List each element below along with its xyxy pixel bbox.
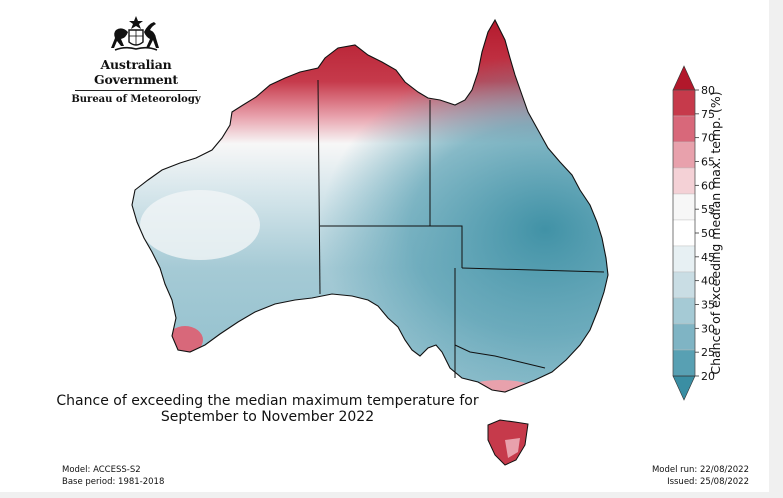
- colorbar-tick-label: 50: [701, 227, 715, 240]
- colorbar-tick-label: 30: [701, 322, 715, 335]
- map-title-line1: Chance of exceeding the median maximum t…: [56, 393, 479, 409]
- footer-right: Model run: 22/08/2022 Issued: 25/08/2022: [652, 464, 749, 488]
- logo-divider: [75, 90, 197, 91]
- colorbar-tick-label: 65: [701, 156, 715, 169]
- colorbar: 80 75 70 65 60 55 50 45 40 35 30 25 20: [672, 65, 715, 401]
- colorbar-segment: [672, 115, 696, 143]
- colorbar-segment: [672, 167, 696, 195]
- colorbar-segment: [672, 89, 696, 117]
- colorbar-segment: [672, 245, 696, 273]
- coat-of-arms-icon: [111, 16, 159, 51]
- colorbar-segment: [672, 141, 696, 169]
- base-period: Base period: 1981-2018: [62, 477, 165, 487]
- colorbar-tick-label: 25: [701, 346, 715, 359]
- colorbar-extend-top: [672, 65, 696, 91]
- colorbar-tick-label: 55: [701, 203, 715, 216]
- colorbar-tick-label: 35: [701, 299, 715, 312]
- footer-left: Model: ACCESS-S2 Base period: 1981-2018: [62, 464, 164, 488]
- colorbar-label: Chance of exceeding median max. temp. (%…: [708, 91, 723, 375]
- agency-name: Bureau of Meteorology: [71, 94, 201, 105]
- colorbar-segment: [672, 349, 696, 377]
- colorbar-segment: [672, 271, 696, 299]
- colorbar-segment: [672, 297, 696, 325]
- colorbar-tick-label: 40: [701, 275, 715, 288]
- issued-date: Issued: 25/08/2022: [667, 477, 749, 487]
- colorbar-segment: [672, 323, 696, 351]
- colorbar-tick-label: 75: [701, 108, 715, 121]
- colorbar-tick-label: 20: [701, 370, 715, 383]
- map-title-line2: September to November 2022: [160, 409, 375, 425]
- colorbar-tick-label: 70: [701, 132, 715, 145]
- colorbar-tick-label: 45: [701, 251, 715, 264]
- colorbar-extend-bottom: [672, 375, 696, 401]
- probability-shading: [132, 20, 608, 392]
- forecast-figure: Australian Government Bureau of Meteorol…: [0, 0, 769, 492]
- australia-map: [131, 19, 609, 466]
- model-name: Model: ACCESS-S2: [62, 465, 141, 475]
- state-borders: [317, 79, 605, 378]
- map-title: Chance of exceeding the median maximum t…: [40, 393, 495, 425]
- colorbar-tick-label: 80: [701, 84, 715, 97]
- government-name: Australian Government: [94, 57, 178, 87]
- colorbar-tick-label: 60: [701, 179, 715, 192]
- colorbar-segment: [672, 219, 696, 247]
- colorbar-segment: [672, 193, 696, 221]
- bom-logo: Australian Government Bureau of Meteorol…: [62, 14, 210, 106]
- model-run-date: Model run: 22/08/2022: [651, 465, 749, 475]
